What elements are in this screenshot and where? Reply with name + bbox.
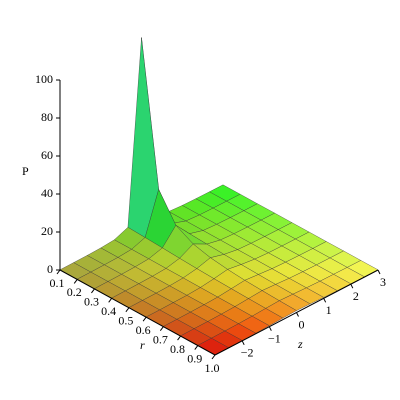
z-tick-label: 40	[41, 186, 53, 200]
x-tick	[73, 279, 78, 284]
x-tick	[211, 354, 216, 360]
y-tick	[323, 298, 327, 303]
x-tick-label: 0.7	[153, 332, 168, 346]
x-tick-label: 0.4	[101, 304, 116, 318]
z-tick-label: 0	[47, 262, 53, 276]
x-tick-label: 1.0	[205, 361, 220, 375]
x-tick-label: 0.1	[50, 276, 65, 290]
x-tick-label: 0.8	[170, 342, 185, 356]
y-tick	[377, 269, 381, 275]
x-tick-label: 0.2	[67, 285, 82, 299]
z-tick-label: 60	[41, 148, 53, 162]
z-tick-label: 20	[41, 224, 53, 238]
x-tick	[142, 316, 147, 322]
x-tick-label: 0.9	[187, 351, 202, 365]
x-axis	[59, 269, 216, 356]
x-tick-label: 0.5	[118, 314, 133, 328]
y-tick-label: 2	[353, 289, 359, 303]
x-tick	[125, 307, 130, 313]
z-axis-label: P	[22, 164, 29, 178]
y-axis-label: z	[297, 337, 303, 351]
y-tick	[268, 326, 272, 331]
x-tick-label: 0.6	[136, 323, 151, 337]
x-axis-label: r	[140, 338, 145, 352]
z-tick-label: 80	[41, 110, 53, 124]
y-tick-label: −1	[268, 331, 281, 345]
x-tick-label: 0.3	[84, 295, 99, 309]
y-tick	[350, 283, 354, 289]
y-tick-label: −2	[241, 346, 254, 360]
x-tick	[194, 345, 199, 350]
x-tick	[159, 326, 164, 331]
y-tick-label: 3	[380, 275, 386, 289]
x-tick	[56, 269, 61, 275]
x-tick	[108, 298, 113, 303]
z-tick-label: 100	[35, 72, 53, 86]
y-tick	[241, 340, 245, 346]
x-tick	[177, 335, 181, 341]
y-tick	[296, 312, 299, 317]
x-tick	[91, 288, 95, 294]
y-tick-label: 1	[326, 303, 332, 317]
y-tick-label: 0	[299, 317, 305, 331]
